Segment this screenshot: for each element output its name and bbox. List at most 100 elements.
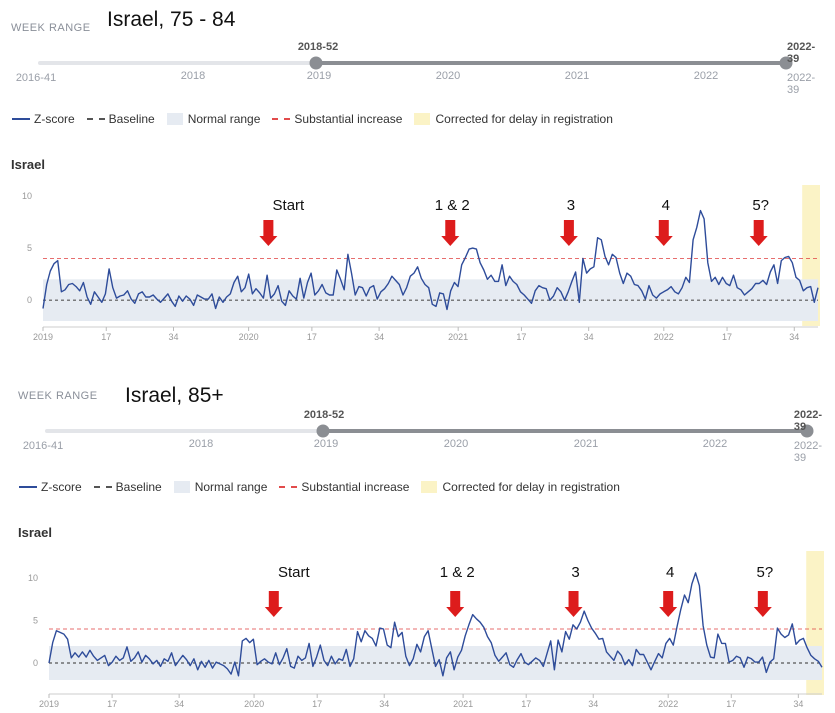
zscore-line-icon <box>12 118 30 120</box>
x-tick-label: 34 <box>168 332 178 342</box>
slider-year-label: 2022 <box>693 70 719 82</box>
selected-start-label: 2018-52 <box>297 41 339 53</box>
substantial-dash-icon <box>272 118 291 120</box>
normal-range-band <box>43 279 818 321</box>
legend: Z-score Baseline Normal range Substantia… <box>19 480 632 494</box>
x-tick-label: 2020 <box>239 332 259 342</box>
slider-year-label: 2021 <box>573 438 599 450</box>
x-tick-label: 2021 <box>448 332 468 342</box>
x-tick-label: 17 <box>107 699 117 709</box>
legend-substantial-label: Substantial increase <box>294 112 403 126</box>
legend-baseline[interactable]: Baseline <box>93 480 162 494</box>
legend: Z-score Baseline Normal range Substantia… <box>12 112 625 126</box>
slider-year-label: 2020 <box>443 438 469 450</box>
y-tick-label: 10 <box>22 191 32 201</box>
annotation-arrow-icon <box>564 591 583 617</box>
legend-zscore[interactable]: Z-score <box>12 112 75 126</box>
chart-country-title: Israel <box>11 157 45 172</box>
slider-end-label: 2022-39 <box>793 440 823 464</box>
normal-range-swatch-icon <box>173 481 190 493</box>
x-tick-label: 17 <box>101 332 111 342</box>
legend-corrected-label: Corrected for delay in registration <box>442 480 620 494</box>
week-range-label: WEEK RANGE <box>11 22 91 34</box>
legend-normal-label: Normal range <box>194 480 268 494</box>
annotation-label: Start <box>278 564 311 581</box>
annotation-label: 4 <box>662 197 670 214</box>
x-tick-label: 34 <box>793 699 803 709</box>
slider-start-label: 2016-41 <box>22 440 64 452</box>
annotation-arrow-icon <box>264 591 283 617</box>
annotation-label: 3 <box>567 197 575 214</box>
x-tick-label: 2022 <box>654 332 674 342</box>
slider-year-label: 2019 <box>306 70 332 82</box>
slider-year-label: 2019 <box>313 438 339 450</box>
slider-selected-range[interactable] <box>316 61 786 65</box>
annotation-arrow-icon <box>654 220 673 246</box>
slider-start-label: 2016-41 <box>15 72 57 84</box>
selected-end-label: 2022-39 <box>787 41 816 65</box>
selected-start-label: 2018-52 <box>303 409 345 421</box>
slider-year-label: 2022 <box>702 438 728 450</box>
legend-baseline-label: Baseline <box>115 480 162 494</box>
panel-title: Israel, 85+ <box>125 384 224 407</box>
slider-selected-range[interactable] <box>323 429 807 433</box>
slider-track[interactable] <box>45 429 323 433</box>
legend-baseline[interactable]: Baseline <box>86 112 155 126</box>
panel-85-plus: WEEK RANGE Israel, 85+ 2018-52 2022-39 2… <box>0 355 835 713</box>
slider-start-handle[interactable] <box>309 56 323 70</box>
annotation-arrow-icon <box>441 220 460 246</box>
annotation-label: 5? <box>752 197 769 214</box>
legend-corrected[interactable]: Corrected for delay in registration <box>414 112 613 126</box>
x-tick-label: 2021 <box>453 699 473 709</box>
legend-corrected[interactable]: Corrected for delay in registration <box>421 480 620 494</box>
annotation-arrow-icon <box>749 220 768 246</box>
annotation-arrow-icon <box>659 591 678 617</box>
slider-year-label: 2018 <box>188 438 214 450</box>
x-tick-label: 17 <box>521 699 531 709</box>
y-tick-label: 5 <box>27 243 32 253</box>
substantial-dash-icon <box>279 486 298 488</box>
zscore-series-line <box>42 209 819 311</box>
x-tick-label: 2020 <box>244 699 264 709</box>
annotation-label: 4 <box>666 564 674 581</box>
x-tick-label: 34 <box>374 332 384 342</box>
corrected-swatch-icon <box>421 481 438 493</box>
annotation-arrow-icon <box>259 220 278 246</box>
selected-end-label: 2022-39 <box>793 409 823 433</box>
x-tick-label: 17 <box>722 332 732 342</box>
legend-substantial-label: Substantial increase <box>301 480 410 494</box>
legend-normal[interactable]: Normal range <box>166 112 261 126</box>
slider-end-handle[interactable] <box>779 56 793 70</box>
slider-end-handle[interactable] <box>800 424 814 438</box>
legend-zscore-label: Z-score <box>34 112 75 126</box>
x-tick-label: 34 <box>789 332 799 342</box>
y-tick-label: 0 <box>27 295 32 305</box>
y-tick-label: 5 <box>33 616 38 626</box>
normal-range-swatch-icon <box>166 113 183 125</box>
legend-normal-label: Normal range <box>187 112 261 126</box>
legend-normal[interactable]: Normal range <box>173 480 268 494</box>
x-tick-label: 17 <box>516 332 526 342</box>
legend-substantial[interactable]: Substantial increase <box>279 480 409 494</box>
x-tick-label: 2019 <box>33 332 53 342</box>
legend-zscore[interactable]: Z-score <box>19 480 82 494</box>
panel-title: Israel, 75 - 84 <box>107 8 236 31</box>
y-tick-label: 10 <box>28 573 38 583</box>
annotation-label: Start <box>273 197 306 214</box>
slider-end-label: 2022-39 <box>787 72 816 96</box>
panel-75-84: WEEK RANGE Israel, 75 - 84 2018-52 2022-… <box>0 0 835 355</box>
x-tick-label: 34 <box>584 332 594 342</box>
week-range-label: WEEK RANGE <box>18 390 98 402</box>
annotation-label: 1 & 2 <box>435 197 470 214</box>
legend-zscore-label: Z-score <box>41 480 82 494</box>
slider-start-handle[interactable] <box>316 424 330 438</box>
baseline-dash-icon <box>86 118 105 120</box>
annotation-label: 1 & 2 <box>440 564 475 581</box>
x-tick-label: 2022 <box>658 699 678 709</box>
x-tick-label: 17 <box>726 699 736 709</box>
legend-substantial[interactable]: Substantial increase <box>272 112 402 126</box>
slider-track[interactable] <box>38 61 316 65</box>
x-tick-label: 2019 <box>39 699 59 709</box>
corrected-swatch-icon <box>414 113 431 125</box>
